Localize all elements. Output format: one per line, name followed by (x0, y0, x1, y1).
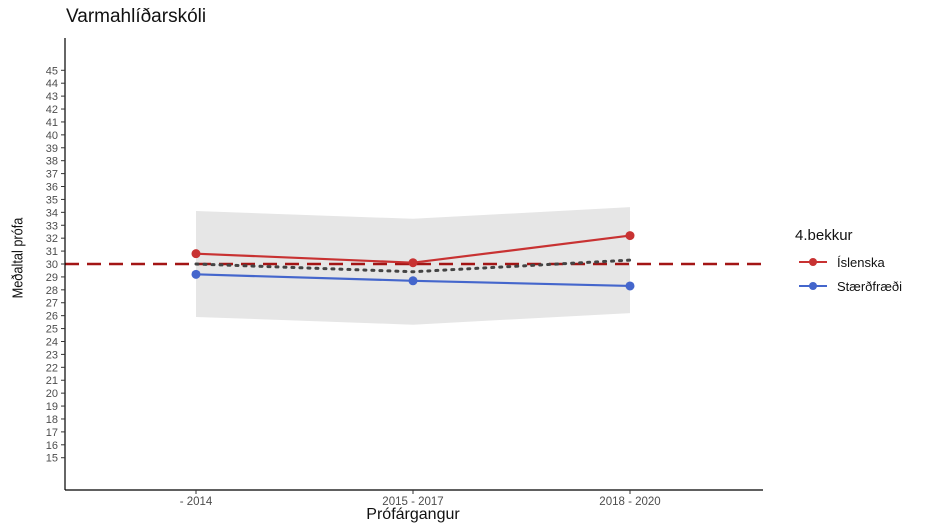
data-point-staerdfraedi (408, 276, 418, 286)
y-tick-label: 39 (46, 143, 58, 155)
y-tick-label: 30 (46, 259, 58, 271)
y-tick-label: 20 (46, 388, 58, 400)
y-tick-label: 35 (46, 194, 58, 206)
y-tick-label: 19 (46, 401, 58, 413)
y-tick-label: 43 (46, 91, 58, 103)
y-tick-label: 22 (46, 362, 58, 374)
y-tick-label: 16 (46, 440, 58, 452)
data-point-islenska (408, 258, 418, 268)
y-tick-label: 29 (46, 272, 58, 284)
y-tick-label: 44 (46, 78, 58, 90)
national-average-line (194, 258, 632, 274)
y-tick-label: 17 (46, 427, 58, 439)
data-point-islenska (191, 249, 201, 259)
y-tick-label: 31 (46, 246, 58, 258)
y-tick-label: 23 (46, 349, 58, 361)
y-tick-label: 24 (46, 336, 58, 348)
data-point-staerdfraedi (625, 281, 635, 291)
legend-title: 4.bekkur (795, 227, 853, 244)
x-tick-label: 2018 - 2020 (599, 496, 660, 508)
x-axis-label: Prófárgangur (366, 506, 460, 523)
y-tick-label: 33 (46, 220, 58, 232)
y-tick-label: 38 (46, 156, 58, 168)
y-tick-label: 42 (46, 104, 58, 116)
y-tick-label: 36 (46, 182, 58, 194)
series-layer (191, 231, 635, 291)
y-tick-label: 15 (46, 453, 58, 465)
y-tick-label: 32 (46, 233, 58, 245)
y-tick-label: 34 (46, 207, 58, 219)
chart-title: Varmahlíðarskóli (66, 6, 207, 27)
y-tick-label: 45 (46, 65, 58, 77)
legend-item-staerdfraedi: Stærðfræði (795, 276, 902, 296)
data-point-islenska (625, 231, 635, 241)
legend-key-islenska (795, 252, 831, 272)
legend-item-islenska: Íslenska (795, 252, 885, 272)
legend-label-staerdfraedi: Stærðfræði (837, 278, 903, 294)
y-tick-label: 41 (46, 117, 58, 129)
y-tick-label: 40 (46, 130, 58, 142)
y-tick-label: 26 (46, 311, 58, 323)
y-tick-label: 25 (46, 324, 58, 336)
x-tick-label: 2015 - 2017 (382, 496, 443, 508)
y-axis-label: Meðaltal prófa (9, 217, 27, 299)
axis-layer: 1516171819202122232425262728293031323334… (46, 38, 763, 508)
y-tick-label: 37 (46, 169, 58, 181)
x-tick-label: - 2014 (180, 496, 213, 508)
legend-key-staerdfraedi (795, 276, 831, 296)
y-tick-label: 18 (46, 414, 58, 426)
data-point-staerdfraedi (191, 269, 201, 279)
legend-label-islenska: Íslenska (837, 254, 885, 270)
y-tick-label: 27 (46, 298, 58, 310)
y-tick-label: 21 (46, 375, 58, 387)
y-tick-label: 28 (46, 285, 58, 297)
